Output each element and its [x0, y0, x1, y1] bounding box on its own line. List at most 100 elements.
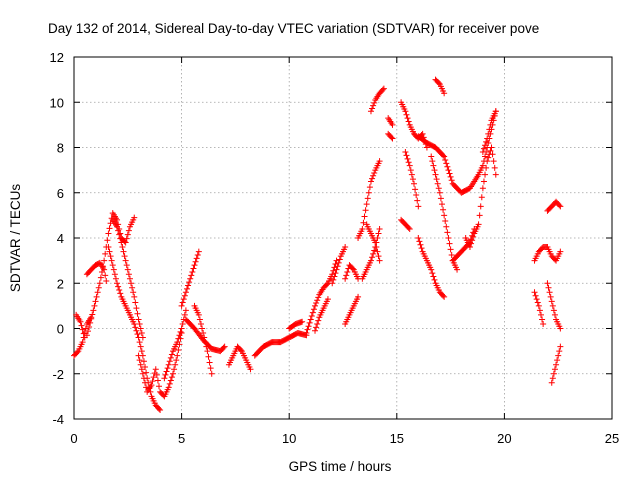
data-point	[96, 280, 103, 287]
data-point	[313, 300, 320, 307]
data-point	[105, 230, 112, 237]
data-point	[115, 227, 122, 234]
data-point	[428, 266, 435, 273]
data-point	[367, 257, 374, 264]
data-point	[122, 257, 129, 264]
data-point	[369, 254, 376, 261]
data-point	[485, 154, 492, 161]
data-point	[102, 250, 109, 257]
data-point	[131, 293, 138, 300]
data-track	[367, 85, 387, 115]
data-point	[389, 135, 396, 142]
data-point	[441, 153, 448, 160]
data-point	[370, 250, 377, 257]
data-point	[554, 357, 561, 364]
data-point	[361, 213, 368, 220]
data-point	[188, 272, 195, 279]
data-point	[315, 317, 322, 324]
data-point	[156, 405, 163, 412]
data-point	[532, 292, 539, 299]
data-point	[540, 320, 547, 327]
data-point	[488, 144, 495, 151]
data-point	[445, 235, 452, 241]
data-point	[133, 305, 140, 312]
data-point	[200, 330, 207, 337]
data-track	[342, 293, 362, 327]
data-point	[485, 130, 492, 137]
data-point	[101, 266, 108, 273]
data-point	[371, 247, 378, 254]
data-point	[80, 330, 87, 337]
data-point	[440, 152, 447, 159]
data-point	[185, 282, 192, 289]
data-track	[415, 108, 499, 196]
data-point	[175, 335, 182, 342]
data-point	[448, 251, 455, 258]
data-point	[114, 223, 121, 230]
data-point	[547, 293, 554, 300]
data-point	[365, 189, 372, 196]
data-point	[175, 346, 182, 353]
data-point	[125, 271, 132, 278]
data-point	[135, 352, 142, 359]
data-point	[403, 152, 410, 159]
x-tick-label: 10	[282, 431, 296, 446]
data-track	[548, 343, 564, 386]
data-track	[415, 235, 448, 300]
y-tick-label: -4	[52, 412, 64, 427]
data-point	[137, 325, 144, 332]
data-point	[129, 284, 136, 291]
data-point	[441, 212, 448, 219]
data-point	[342, 275, 349, 282]
data-point	[402, 108, 409, 115]
data-point	[369, 175, 376, 182]
data-point	[123, 262, 130, 269]
data-point	[342, 244, 349, 251]
data-point	[92, 298, 99, 305]
data-point	[194, 251, 201, 258]
data-point	[433, 176, 440, 183]
data-point	[335, 259, 342, 266]
data-point	[437, 195, 444, 202]
data-point	[329, 280, 336, 287]
data-point	[308, 313, 315, 320]
data-point	[492, 108, 499, 115]
data-point	[208, 370, 215, 377]
data-point	[362, 207, 369, 214]
data-point	[369, 105, 376, 112]
data-point	[370, 102, 377, 109]
data-point	[179, 299, 186, 306]
data-point	[487, 121, 494, 128]
data-point	[470, 233, 477, 240]
data-point	[548, 379, 555, 386]
y-tick-label: 0	[57, 322, 64, 337]
data-track	[359, 225, 383, 282]
y-tick-label: 6	[57, 186, 64, 201]
axis-ticks: 0 5 10 15 20 25 -4 -2 0 2 4 6 8 10 12	[50, 50, 620, 446]
data-point	[483, 138, 490, 145]
data-point	[418, 245, 425, 252]
data-point	[366, 184, 373, 191]
data-point	[405, 118, 412, 125]
data-track	[355, 158, 383, 241]
data-point	[130, 289, 137, 296]
data-track	[462, 144, 499, 251]
data-point	[168, 351, 175, 358]
data-point	[162, 371, 169, 378]
data-point	[313, 324, 320, 331]
y-tick-label: 10	[50, 95, 64, 110]
data-point	[142, 379, 149, 386]
data-point	[480, 178, 487, 185]
data-point	[168, 374, 175, 381]
data-point	[535, 302, 542, 309]
data-point	[416, 238, 423, 245]
data-point	[491, 164, 498, 171]
data-point	[93, 293, 100, 300]
data-point	[306, 319, 313, 326]
data-point	[149, 378, 156, 385]
data-point	[336, 256, 343, 263]
data-point	[174, 339, 181, 346]
y-axis-label: SDTVAR / TECUs	[8, 184, 23, 293]
x-axis-label: GPS time / hours	[289, 459, 392, 474]
